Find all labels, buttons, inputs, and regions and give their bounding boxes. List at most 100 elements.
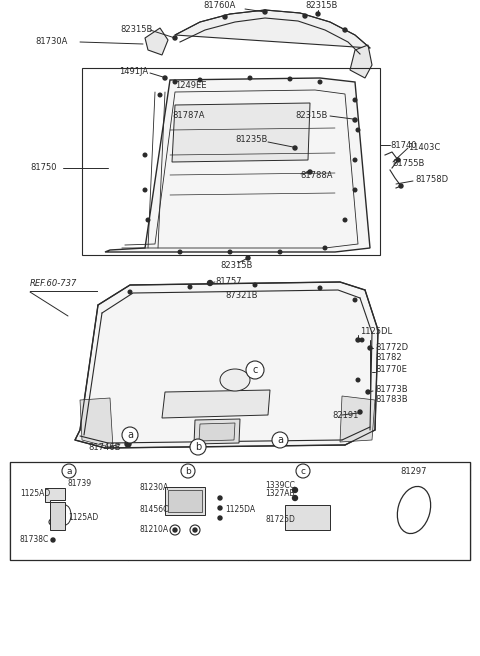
- Circle shape: [292, 495, 298, 501]
- Text: 81750: 81750: [30, 163, 57, 173]
- Circle shape: [253, 283, 257, 287]
- Text: 81758D: 81758D: [415, 176, 448, 184]
- Text: 81787A: 81787A: [172, 110, 204, 119]
- Bar: [82, 68, 380, 255]
- Circle shape: [49, 491, 55, 497]
- Circle shape: [143, 154, 147, 157]
- Circle shape: [51, 538, 55, 542]
- Circle shape: [173, 80, 177, 84]
- Text: 81770E: 81770E: [375, 365, 407, 375]
- Circle shape: [146, 218, 150, 222]
- Text: 81739: 81739: [68, 480, 92, 489]
- Circle shape: [353, 118, 357, 122]
- Circle shape: [366, 390, 370, 394]
- Polygon shape: [80, 398, 113, 448]
- Text: 1339CC: 1339CC: [265, 480, 295, 489]
- Text: 81235B: 81235B: [235, 136, 267, 144]
- Circle shape: [278, 250, 282, 254]
- Circle shape: [356, 338, 360, 342]
- Circle shape: [288, 77, 292, 81]
- Text: 81725D: 81725D: [265, 516, 295, 525]
- Text: b: b: [185, 466, 191, 476]
- Circle shape: [218, 516, 222, 520]
- Text: 81738C: 81738C: [20, 535, 49, 544]
- Circle shape: [143, 188, 147, 192]
- Text: 81788A: 81788A: [300, 171, 333, 180]
- Circle shape: [360, 338, 364, 342]
- Text: a: a: [127, 430, 133, 440]
- Circle shape: [353, 158, 357, 162]
- Circle shape: [248, 76, 252, 80]
- Circle shape: [293, 146, 297, 150]
- Polygon shape: [172, 103, 310, 162]
- Circle shape: [353, 298, 357, 302]
- Polygon shape: [350, 45, 372, 78]
- Circle shape: [292, 487, 298, 493]
- Text: 82191: 82191: [332, 411, 359, 419]
- Circle shape: [272, 432, 288, 448]
- Circle shape: [323, 246, 327, 250]
- Circle shape: [246, 361, 264, 379]
- Text: a: a: [66, 466, 72, 476]
- Text: 81760A: 81760A: [204, 1, 236, 9]
- Circle shape: [125, 441, 131, 447]
- Circle shape: [308, 170, 312, 174]
- Text: 81782: 81782: [375, 354, 402, 363]
- Circle shape: [218, 496, 222, 500]
- Polygon shape: [145, 28, 168, 55]
- Circle shape: [122, 427, 138, 443]
- Circle shape: [188, 285, 192, 289]
- Text: 81230A: 81230A: [140, 483, 169, 493]
- Text: 81740: 81740: [390, 140, 417, 150]
- Text: b: b: [195, 442, 201, 452]
- Circle shape: [62, 464, 76, 478]
- Circle shape: [190, 525, 200, 535]
- Circle shape: [246, 256, 250, 260]
- Text: 1125AD: 1125AD: [68, 514, 98, 522]
- Circle shape: [181, 464, 195, 478]
- Circle shape: [198, 78, 202, 82]
- Circle shape: [318, 80, 322, 84]
- Circle shape: [358, 410, 362, 414]
- Polygon shape: [285, 505, 330, 530]
- Text: 81730A: 81730A: [35, 37, 67, 47]
- Ellipse shape: [397, 487, 431, 533]
- Circle shape: [190, 439, 206, 455]
- Text: c: c: [252, 365, 258, 375]
- Circle shape: [170, 525, 180, 535]
- Circle shape: [228, 250, 232, 254]
- Circle shape: [223, 15, 227, 19]
- Circle shape: [356, 379, 360, 382]
- Circle shape: [207, 281, 213, 285]
- Text: 81210A: 81210A: [140, 525, 169, 535]
- Circle shape: [163, 76, 167, 80]
- Text: 81456C: 81456C: [140, 506, 169, 514]
- Polygon shape: [45, 488, 65, 502]
- Circle shape: [128, 290, 132, 294]
- Circle shape: [343, 28, 347, 32]
- Circle shape: [356, 128, 360, 132]
- Circle shape: [353, 188, 357, 192]
- Polygon shape: [175, 10, 370, 48]
- Polygon shape: [75, 282, 378, 448]
- Text: 1249EE: 1249EE: [175, 81, 206, 89]
- Text: 81746B: 81746B: [88, 443, 120, 451]
- Polygon shape: [162, 390, 270, 418]
- Polygon shape: [165, 487, 205, 515]
- Text: 1125AD: 1125AD: [20, 489, 50, 499]
- Circle shape: [218, 506, 222, 510]
- Circle shape: [368, 346, 372, 350]
- Polygon shape: [50, 502, 65, 530]
- Bar: [10, 462, 470, 560]
- Circle shape: [318, 286, 322, 290]
- Circle shape: [353, 98, 357, 102]
- Text: 1125DL: 1125DL: [360, 327, 392, 337]
- Polygon shape: [168, 490, 202, 512]
- Polygon shape: [340, 396, 375, 442]
- Text: 1491JA: 1491JA: [119, 68, 148, 77]
- Text: 11403C: 11403C: [408, 142, 440, 152]
- Text: 81297: 81297: [401, 466, 427, 476]
- Circle shape: [343, 218, 347, 222]
- Text: a: a: [277, 435, 283, 445]
- Polygon shape: [194, 419, 240, 444]
